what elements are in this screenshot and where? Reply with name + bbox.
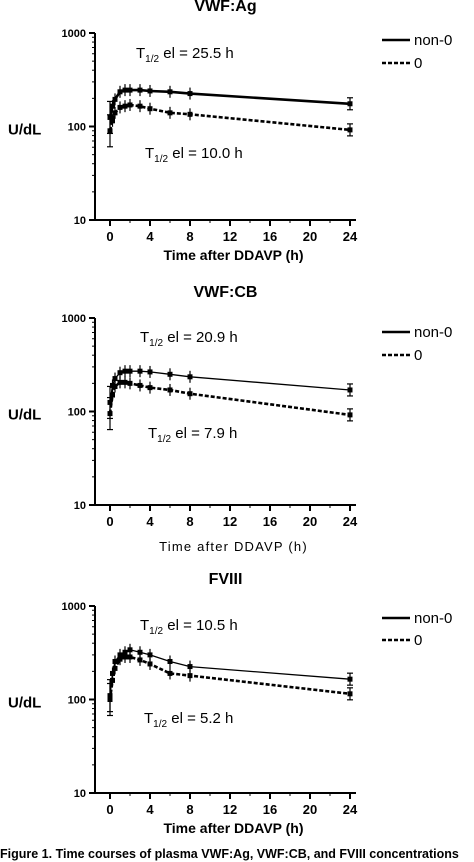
chart-title: VWF:CB <box>194 284 258 301</box>
x-tick-label: 8 <box>186 514 193 529</box>
legend-label-zero: 0 <box>414 632 422 649</box>
x-tick-label: 20 <box>303 229 317 244</box>
legend-label-zero: 0 <box>414 55 422 72</box>
half-life-annotation: T1/2 el = 7.9 h <box>148 425 237 445</box>
half-life-annotation: T1/2 el = 10.0 h <box>145 145 243 165</box>
annotation-main: T <box>140 617 149 634</box>
x-tick-label: 4 <box>146 229 154 244</box>
half-life-annotation: T1/2 el = 5.2 h <box>144 710 233 730</box>
annotation-main: T <box>144 710 153 727</box>
legend-label-non-zero: non-0 <box>414 32 452 49</box>
figure-caption: Figure 1. Time courses of plasma VWF:Ag,… <box>0 847 459 861</box>
y-tick-label: 100 <box>68 695 86 707</box>
annotation-value: el = 25.5 h <box>159 45 234 62</box>
annotation-subscript: 1/2 <box>149 626 163 637</box>
annotation-subscript: 1/2 <box>145 54 159 65</box>
y-axis-label: U/dL <box>8 407 41 424</box>
annotation-value: el = 20.9 h <box>163 329 238 346</box>
chart-panel-2: VWF:CB 10 100 1000 0 4 8 12 16 20 24 U/dL Time after… <box>8 284 452 554</box>
y-axis-label: U/dL <box>8 122 41 139</box>
legend-label-non-zero: non-0 <box>414 324 452 341</box>
y-tick-label: 10 <box>74 788 86 800</box>
annotation-value: el = 7.9 h <box>171 425 237 442</box>
x-tick-label: 20 <box>303 514 317 529</box>
x-tick-label: 20 <box>303 802 317 817</box>
annotation-main: T <box>136 45 145 62</box>
legend-label-zero: 0 <box>414 347 422 364</box>
x-tick-label: 8 <box>186 229 193 244</box>
x-tick-label: 8 <box>186 802 193 817</box>
y-tick-label: 10 <box>74 215 86 227</box>
x-tick-label: 0 <box>106 229 113 244</box>
y-tick-label: 100 <box>68 122 86 134</box>
x-tick-label: 16 <box>263 802 277 817</box>
annotation-subscript: 1/2 <box>154 154 168 165</box>
x-axis-label: Time after DDAVP (h) <box>163 247 303 263</box>
annotation-subscript: 1/2 <box>149 338 163 349</box>
y-tick-label: 10 <box>74 500 86 512</box>
y-tick-label: 100 <box>68 407 86 419</box>
series-line-zero <box>108 655 351 700</box>
chart-panel-3: FVIII 10 100 1000 0 4 8 12 16 20 24 U/dL Time after … <box>8 571 452 836</box>
x-tick-label: 16 <box>263 229 277 244</box>
half-life-annotation: T1/2 el = 20.9 h <box>140 329 238 349</box>
series-line-zero <box>108 103 351 132</box>
chart-title: VWF:Ag <box>194 0 256 15</box>
y-tick-label: 1000 <box>62 28 86 40</box>
x-tick-label: 16 <box>263 514 277 529</box>
x-axis-label: Time after DDAVP (h) <box>163 820 303 836</box>
x-tick-label: 24 <box>343 514 358 529</box>
annotation-subscript: 1/2 <box>153 719 167 730</box>
x-tick-label: 4 <box>146 514 154 529</box>
annotation-main: T <box>145 145 154 162</box>
y-axis-label: U/dL <box>8 695 41 712</box>
half-life-annotation: T1/2 el = 10.5 h <box>140 617 238 637</box>
x-tick-label: 12 <box>223 802 237 817</box>
chart-title: FVIII <box>209 571 243 588</box>
x-tick-label: 12 <box>223 229 237 244</box>
y-tick-label: 1000 <box>62 313 86 325</box>
x-tick-label: 12 <box>223 514 237 529</box>
half-life-annotation: T1/2 el = 25.5 h <box>136 45 234 65</box>
x-tick-label: 24 <box>343 802 358 817</box>
chart-panel-1: VWF:Ag 10 100 1000 0 4 8 12 16 20 24 U/dL Time after… <box>8 0 452 263</box>
legend-label-non-zero: non-0 <box>414 610 452 627</box>
x-tick-label: 24 <box>343 229 358 244</box>
annotation-value: el = 5.2 h <box>167 710 233 727</box>
x-tick-label: 0 <box>106 514 113 529</box>
annotation-main: T <box>140 329 149 346</box>
annotation-main: T <box>148 425 157 442</box>
annotation-value: el = 10.5 h <box>163 617 238 634</box>
x-tick-label: 4 <box>146 802 154 817</box>
annotation-subscript: 1/2 <box>157 434 171 445</box>
series-line-non-zero <box>108 88 351 118</box>
annotation-value: el = 10.0 h <box>168 145 243 162</box>
x-axis-label: Time after DDAVP (h) <box>159 539 308 554</box>
y-tick-label: 1000 <box>62 601 86 613</box>
x-tick-label: 0 <box>106 802 113 817</box>
